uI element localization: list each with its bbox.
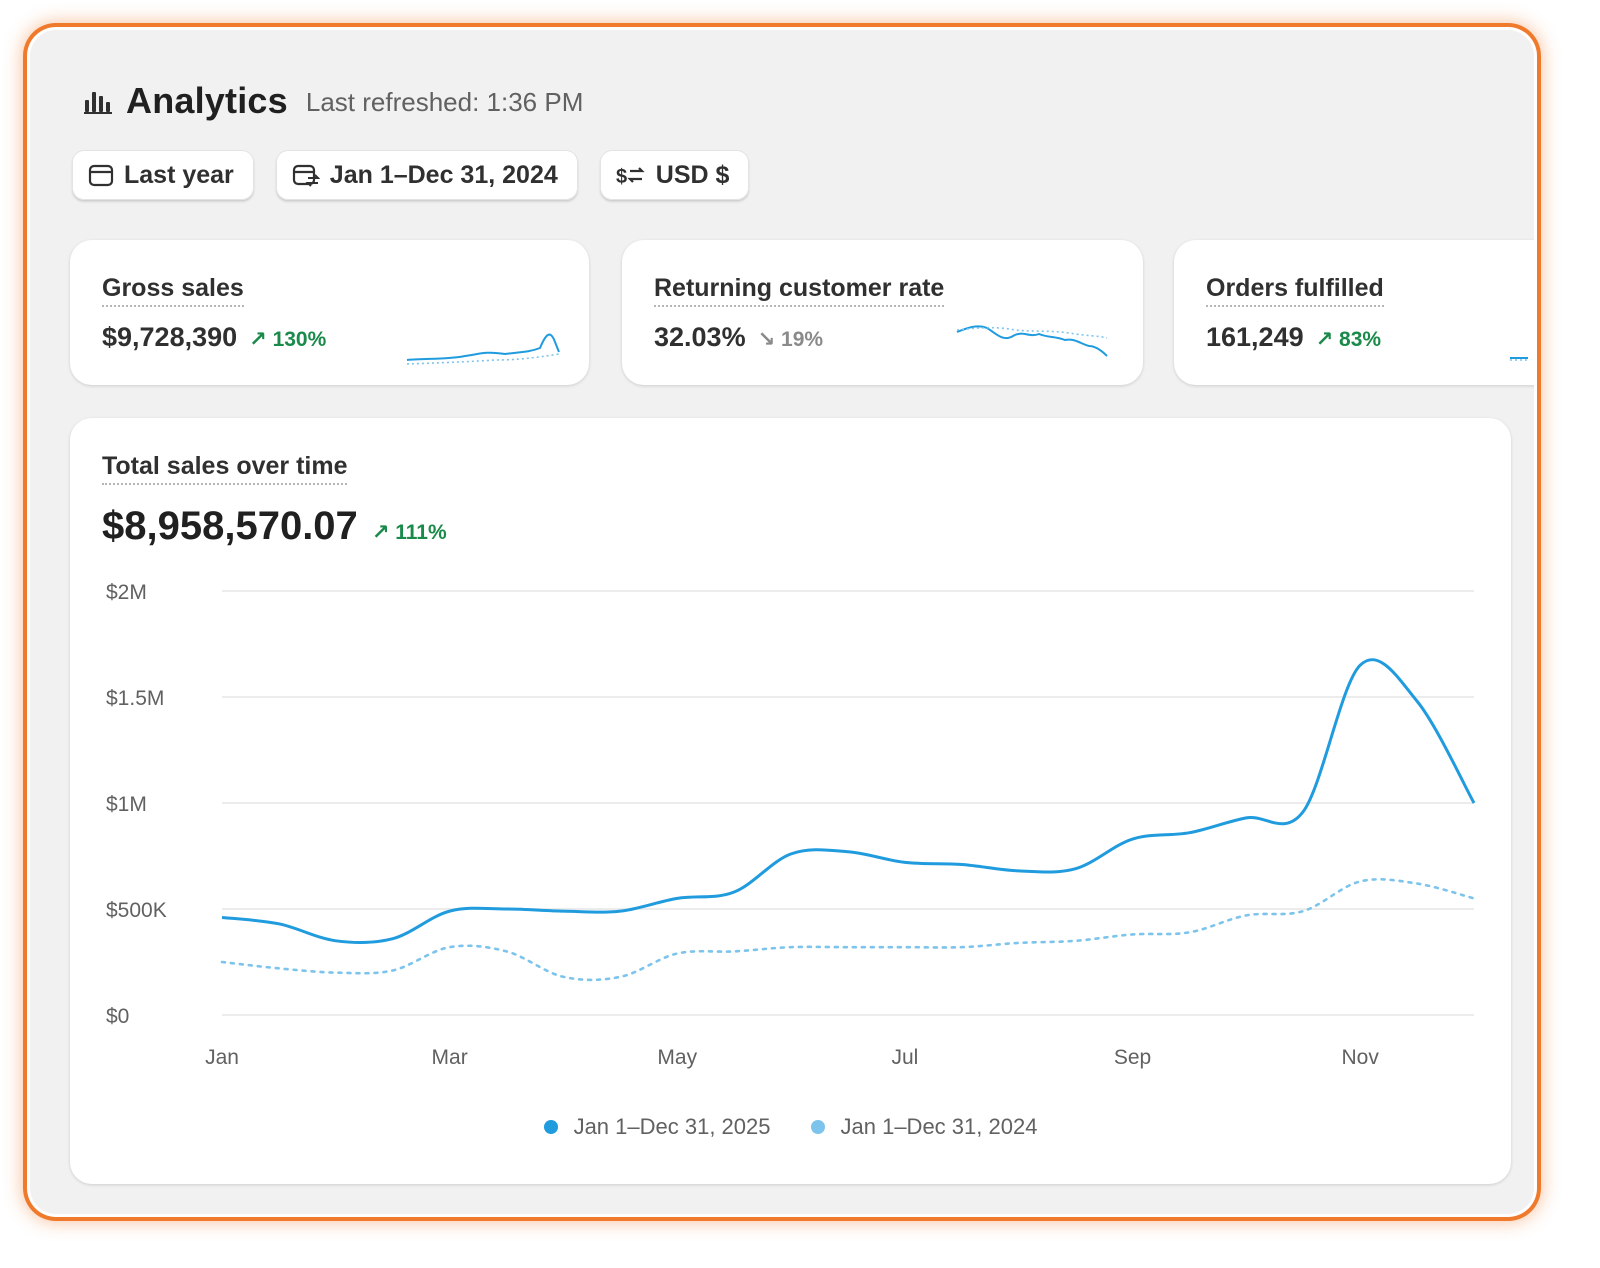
legend-swatch-current [543, 1120, 558, 1134]
metric-value: $9,728,390 ↗ 130% [102, 322, 326, 353]
metric-card-returning-customer-rate[interactable]: Returning customer rate 32.03% ↘ 19% [622, 240, 1143, 385]
metric-delta: ↗ 130% [249, 328, 326, 351]
chart-total-delta: ↗ 111% [372, 521, 447, 544]
y-tick-label: $2M [106, 581, 147, 604]
date-range-button[interactable]: Last year [72, 150, 254, 200]
orders-fulfilled-sparkline [1510, 357, 1528, 361]
x-tick-label: Sep [1114, 1046, 1151, 1069]
total-sales-line-chart: $0 $500K $1M $1.5M $2M Jan Mar May Jul Sep Nov [106, 581, 1476, 1069]
legend-label-previous: Jan 1–Dec 31, 2024 [840, 1114, 1038, 1139]
metric-label: Gross sales [102, 274, 244, 307]
page-header: Analytics Last refreshed: 1:36 PM [84, 80, 583, 122]
filter-bar: Last year Jan 1–Dec 31, 2024 $ USD $ [72, 150, 750, 200]
arrow-up-right-icon: ↗ [1315, 328, 1340, 351]
page-title: Analytics [126, 80, 288, 121]
legend-label-current: Jan 1–Dec 31, 2025 [573, 1114, 771, 1139]
metric-card-gross-sales[interactable]: Gross sales $9,728,390 ↗ 130% [70, 240, 589, 385]
metric-delta: ↘ 19% [758, 328, 823, 351]
gross-sales-sparkline [406, 333, 560, 365]
legend-item-current[interactable]: Jan 1–Dec 31, 2025 [543, 1114, 771, 1140]
chart-title: Total sales over time [102, 452, 348, 485]
x-tick-label: Nov [1342, 1046, 1380, 1069]
chart-legend: Jan 1–Dec 31, 2025 Jan 1–Dec 31, 2024 [70, 1114, 1511, 1140]
metric-value: 32.03% ↘ 19% [654, 322, 823, 353]
chart-total-text: $8,958,570.07 [102, 504, 358, 548]
last-refreshed-text: Last refreshed: 1:36 PM [305, 86, 584, 117]
date-range-label: Last year [124, 160, 234, 189]
metric-delta-text: 83% [1339, 328, 1382, 351]
metric-value-text: $9,728,390 [102, 322, 238, 352]
currency-button[interactable]: $ USD $ [599, 150, 750, 200]
metric-label: Orders fulfilled [1206, 274, 1384, 307]
x-tick-label: Jul [891, 1046, 918, 1069]
bar-chart-icon [84, 88, 112, 114]
chart-total-value: $8,958,570.07 ↗ 111% [102, 504, 447, 549]
metric-delta-text: 19% [781, 328, 824, 351]
total-sales-card: Total sales over time $8,958,570.07 ↗ 111… [70, 418, 1511, 1184]
calendar-compare-icon [292, 162, 320, 188]
metric-value: 161,249 ↗ 83% [1206, 322, 1381, 353]
x-tick-label: Jan [205, 1046, 239, 1069]
analytics-panel: Analytics Last refreshed: 1:36 PM Last y… [30, 30, 1534, 1214]
metric-value-text: 161,249 [1206, 322, 1304, 352]
y-tick-label: $1M [106, 793, 147, 816]
legend-item-previous[interactable]: Jan 1–Dec 31, 2024 [810, 1114, 1038, 1140]
chart-total-delta-text: 111% [395, 521, 447, 544]
metric-value-text: 32.03% [654, 322, 746, 352]
metric-delta-text: 130% [272, 328, 327, 351]
returning-customer-sparkline [956, 325, 1108, 357]
y-tick-label: $500K [106, 899, 167, 922]
currency-exchange-icon: $ [616, 162, 646, 188]
arrow-down-right-icon: ↘ [757, 328, 782, 351]
arrow-up-right-icon: ↗ [249, 328, 273, 351]
metric-label: Returning customer rate [654, 274, 945, 307]
metric-card-orders-fulfilled[interactable]: Orders fulfilled 161,249 ↗ 83% [1174, 240, 1534, 385]
metric-delta: ↗ 83% [1316, 328, 1381, 351]
svg-text:$: $ [616, 166, 627, 188]
comparison-range-label: Jan 1–Dec 31, 2024 [329, 160, 558, 189]
series-line-2024 [220, 878, 1476, 982]
comparison-range-button[interactable]: Jan 1–Dec 31, 2024 [275, 150, 578, 200]
y-tick-label: $0 [106, 1005, 129, 1028]
x-tick-label: Mar [432, 1046, 468, 1069]
y-tick-label: $1.5M [106, 687, 164, 710]
currency-label: USD $ [655, 160, 730, 189]
arrow-up-right-icon: ↗ [371, 521, 396, 544]
series-line-2025 [221, 658, 1476, 945]
calendar-icon [88, 162, 114, 188]
x-tick-label: May [657, 1046, 697, 1069]
legend-swatch-previous [810, 1120, 825, 1134]
